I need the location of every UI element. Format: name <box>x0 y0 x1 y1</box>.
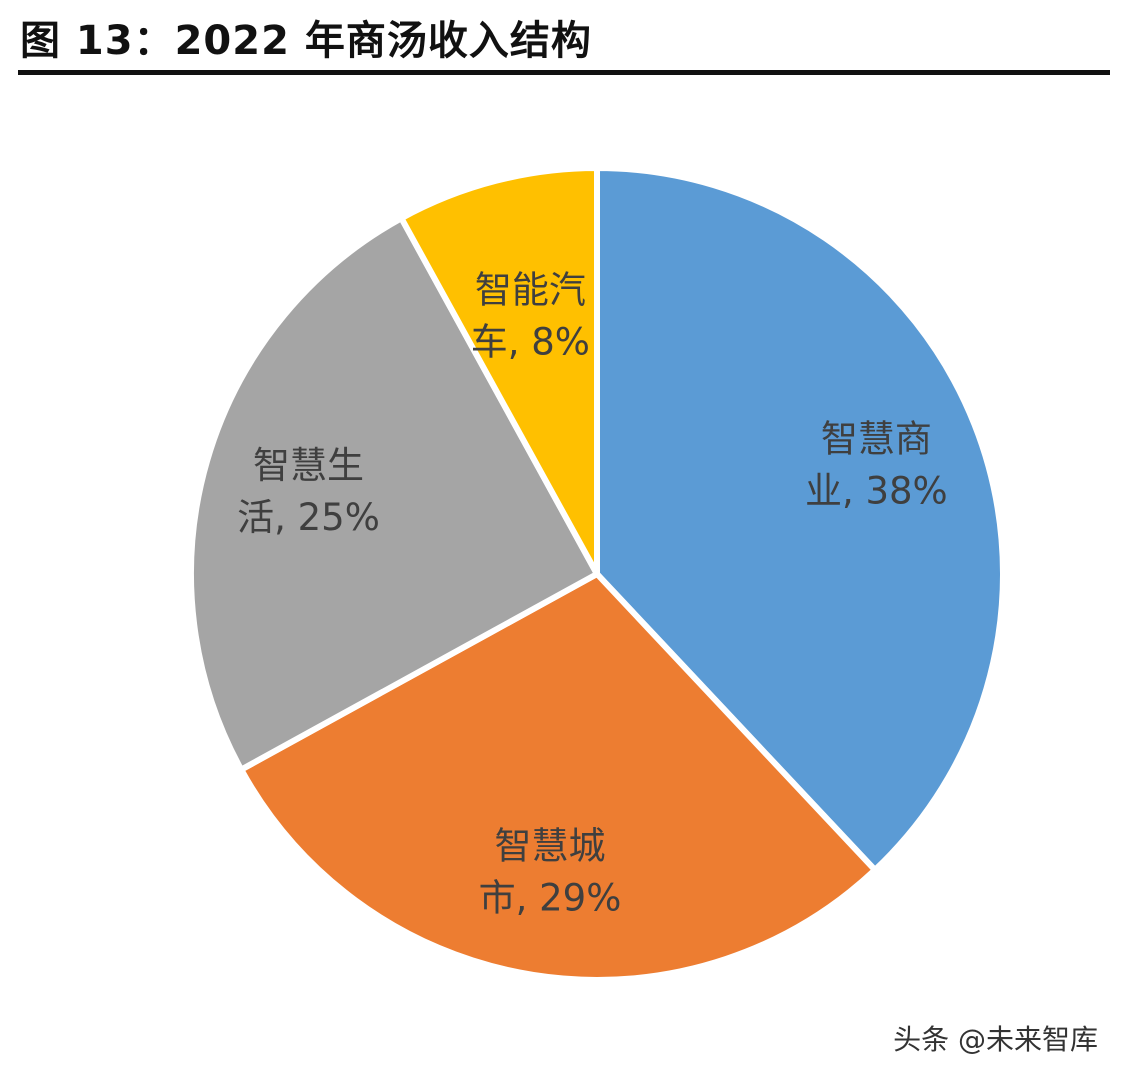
slice-label-2: 智慧生活, 25% <box>237 444 380 539</box>
pie-slice-2 <box>188 215 600 773</box>
title-underline <box>18 70 1110 75</box>
chart-title: 图 13：2022 年商汤收入结构 <box>20 18 592 64</box>
slice-label-3: 智能汽车, 8% <box>471 268 590 363</box>
pie-slice-1 <box>238 571 878 983</box>
pie-slice-3 <box>398 165 600 577</box>
slice-label-1: 智慧城市, 29% <box>479 825 622 920</box>
slice-label-0: 智慧商业, 38% <box>805 417 948 512</box>
pie-slice-0 <box>594 165 1006 873</box>
watermark: 头条 @未来智库 <box>893 1023 1098 1056</box>
